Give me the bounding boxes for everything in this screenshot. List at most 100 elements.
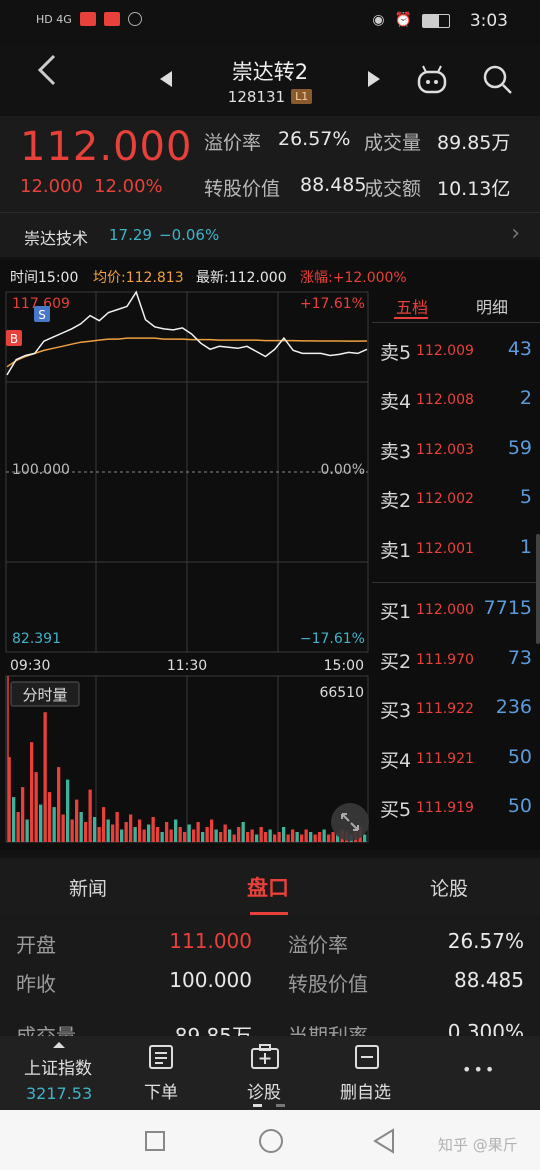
chart-change: 涨幅:+12.000%: [300, 270, 407, 286]
volume-bar: [205, 827, 209, 842]
premium-value: 26.57%: [278, 128, 351, 150]
detail-label: 开盘: [16, 933, 56, 957]
volume-bar: [331, 832, 335, 842]
recent-apps-icon[interactable]: [144, 1130, 166, 1156]
minus-square-icon[interactable]: [354, 1044, 380, 1074]
volume-bar: [228, 829, 232, 842]
buy-marker-label: B: [10, 332, 18, 346]
underlying-stock-row[interactable]: 崇达技术 17.29 −0.06% ›: [0, 212, 540, 257]
ask-row[interactable]: 卖3 112.003 59: [380, 437, 532, 463]
volume-bar: [129, 814, 133, 842]
order-button[interactable]: 下单: [144, 1083, 178, 1103]
delete-watchlist-button[interactable]: 删自选: [340, 1083, 391, 1103]
tab-underline: [394, 317, 428, 319]
y-low-label: 82.391: [12, 631, 61, 647]
detail-label: 溢价率: [288, 933, 348, 957]
volume-bar: [318, 832, 322, 842]
chart-info-bar: 时间15:00 均价:112.813 最新:112.000 涨幅:+12.000…: [0, 262, 540, 286]
volume-bar: [66, 779, 70, 842]
volume-bar: [322, 829, 326, 842]
scrollbar[interactable]: [536, 534, 540, 644]
order-book-divider: [372, 582, 540, 583]
volume-value: 89.85万: [437, 132, 511, 154]
chevron-up-icon[interactable]: [52, 1034, 66, 1053]
watermark: 知乎 @果斤: [438, 1136, 518, 1154]
ask-row[interactable]: 卖2 112.002 5: [380, 486, 532, 512]
robot-icon[interactable]: [416, 64, 448, 98]
amount-value: 10.13亿: [437, 178, 511, 200]
x-tick-close: 15:00: [324, 658, 364, 674]
underlying-change: −0.06%: [159, 226, 220, 244]
tab-news[interactable]: 新闻: [69, 878, 108, 900]
diagnose-icon[interactable]: [250, 1044, 280, 1074]
tab-pankou[interactable]: 盘口: [247, 876, 289, 900]
network-label: HD 4G: [36, 12, 72, 26]
volume-bar: [336, 834, 340, 842]
home-icon[interactable]: [258, 1128, 284, 1158]
more-icon[interactable]: •••: [462, 1060, 497, 1079]
expand-icon[interactable]: [331, 803, 369, 841]
sell-marker-label: S: [38, 308, 46, 322]
header: 崇达转2 128131 L1: [0, 44, 540, 116]
volume-bar: [84, 822, 88, 842]
detail-label: 转股价值: [288, 972, 368, 996]
conv-value: 88.485: [300, 174, 367, 196]
volume-bar: [268, 829, 272, 842]
search-icon[interactable]: [482, 64, 514, 100]
volume-label-box[interactable]: [10, 681, 80, 707]
stock-code-row: 128131 L1: [0, 88, 540, 106]
volume-bar: [295, 832, 299, 842]
section-tabs: 新闻 盘口 论股: [0, 858, 540, 916]
ask-row[interactable]: 卖4 112.008 2: [380, 387, 532, 413]
tab-five-levels[interactable]: 五档: [396, 298, 429, 317]
bid-row[interactable]: 买5 111.919 50: [380, 795, 532, 821]
chart-grid: [5, 291, 369, 843]
bottom-toolbar: 上证指数 3217.53 下单 诊股 删自选 •••: [0, 1036, 540, 1110]
sell-marker: [34, 306, 50, 322]
volume-bars: [7, 712, 367, 842]
prev-stock-icon[interactable]: [158, 70, 174, 92]
app-notification-icon: [79, 12, 96, 26]
back-icon[interactable]: [34, 52, 60, 96]
bid-row[interactable]: 买1 112.000 7715: [380, 597, 532, 623]
chart-area[interactable]: [0, 260, 540, 850]
ask-row[interactable]: 卖5 112.009 43: [380, 338, 532, 364]
bid-row[interactable]: 买4 111.921 50: [380, 746, 532, 772]
index-value: 3217.53: [26, 1084, 93, 1103]
price-change: 12.000: [20, 176, 83, 197]
back-nav-icon[interactable]: [372, 1128, 396, 1158]
volume-bar: [25, 819, 29, 842]
detail-value: 26.57%: [447, 929, 524, 953]
volume-bar: [286, 834, 290, 842]
level-badge: L1: [291, 89, 313, 104]
tab-detail[interactable]: 明细: [476, 298, 509, 317]
volume-bar: [300, 834, 304, 842]
volume-bar: [142, 829, 146, 842]
volume-bar: [106, 819, 110, 842]
volume-bar: [43, 712, 47, 842]
detail-label: 昨收: [16, 972, 56, 996]
volume-bar: [237, 827, 241, 842]
volume-bar: [250, 829, 254, 842]
volume-bar: [12, 797, 16, 842]
page-title: 崇达转2: [231, 60, 309, 84]
volume-bar: [48, 792, 52, 842]
status-icons: ◉ ⏰: [372, 12, 450, 28]
index-name[interactable]: 上证指数: [24, 1059, 92, 1079]
volume-bar: [79, 812, 83, 842]
order-book: 五档 明细 卖5 112.009 43 卖4 112.008 2 卖3 112.003 59…: [372, 290, 540, 850]
system-nav-bar: 知乎 @果斤: [0, 1110, 540, 1170]
detail-value: 0.300%: [447, 1020, 524, 1036]
bid-row[interactable]: 买3 111.922 236: [380, 696, 532, 722]
volume-bar: [39, 804, 43, 842]
ask-row[interactable]: 卖1 112.001 1: [380, 536, 532, 562]
bid-row[interactable]: 买2 111.970 73: [380, 647, 532, 673]
next-stock-icon[interactable]: [366, 70, 382, 92]
diagnose-button[interactable]: 诊股: [247, 1083, 281, 1103]
alarm-icon: ⏰: [394, 12, 412, 28]
volume-bar: [259, 827, 263, 842]
tab-forum[interactable]: 论股: [430, 878, 469, 900]
order-icon[interactable]: [148, 1044, 174, 1074]
battery-icon: [422, 14, 450, 28]
status-left: HD 4G: [36, 12, 142, 26]
